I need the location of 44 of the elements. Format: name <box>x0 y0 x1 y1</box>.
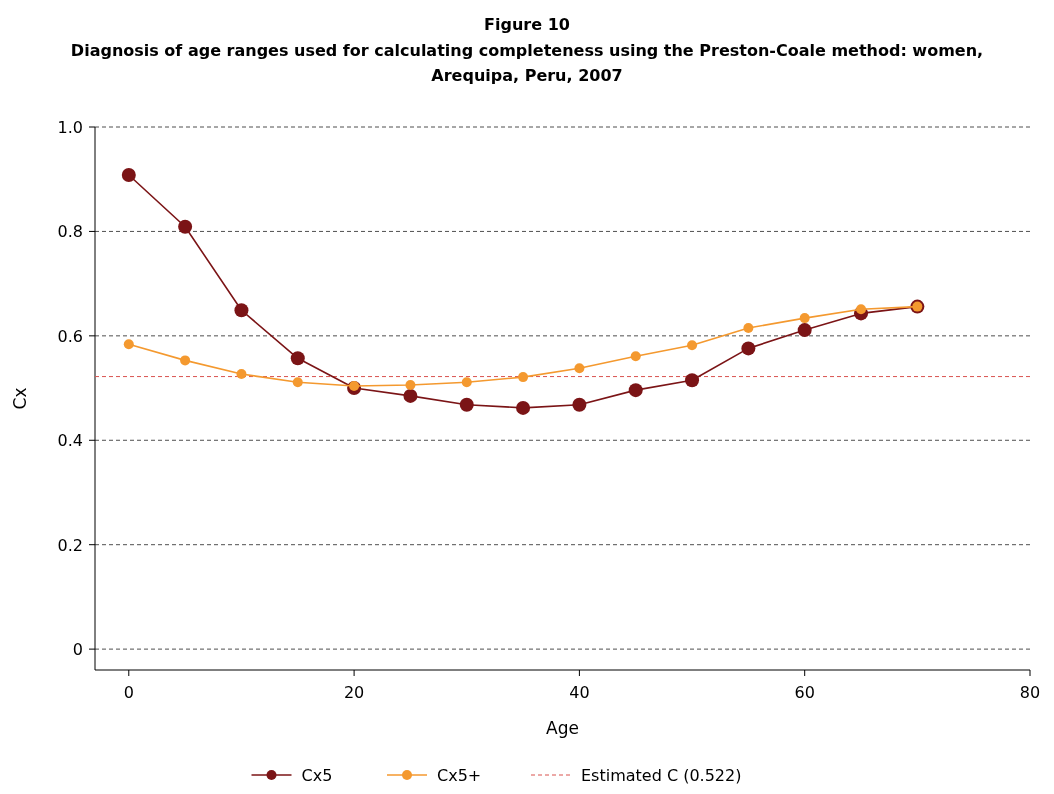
point <box>628 383 643 398</box>
point <box>687 340 698 351</box>
y-tick-label: 0.8 <box>57 222 83 242</box>
x-tick-label: 20 <box>343 683 365 702</box>
point <box>572 397 587 412</box>
point <box>405 379 416 390</box>
x-axis-title: Age <box>546 718 579 738</box>
point <box>518 372 529 383</box>
point <box>741 341 756 356</box>
point <box>574 363 585 374</box>
y-axis-title: Cx <box>10 387 30 410</box>
x-tick-label: 60 <box>794 683 815 702</box>
y-tick-label: 1.0 <box>57 118 83 137</box>
chart-title: Figure 10 <box>484 15 570 34</box>
chart-subtitle: Diagnosis of age ranges used for calculating completeness using the Preston-Coale method: women, Arequipa, Peru, 2007 <box>70 41 984 85</box>
point <box>123 339 134 350</box>
y-tick-label: 0.4 <box>57 431 83 451</box>
point <box>178 219 193 234</box>
x-tick-label: 80 <box>1019 683 1041 702</box>
point <box>403 388 418 403</box>
point <box>349 380 360 391</box>
point <box>685 373 700 388</box>
legend-label: Estimated C (0.522) <box>581 766 742 785</box>
point <box>516 400 531 415</box>
x-tick-label: 40 <box>569 683 590 702</box>
point <box>459 397 474 412</box>
x-tick-label: 0 <box>123 683 134 702</box>
point <box>743 323 754 334</box>
point <box>630 351 641 362</box>
point <box>121 168 136 183</box>
point <box>797 323 812 338</box>
point <box>799 313 810 324</box>
point <box>236 368 247 379</box>
y-tick-label: 0.6 <box>57 326 83 346</box>
y-tick-label: 0.2 <box>57 535 83 555</box>
point <box>234 303 249 318</box>
y-tick-label: 0 <box>72 640 83 660</box>
legend-label: Cx5 <box>301 766 333 785</box>
point <box>856 304 867 315</box>
point <box>461 377 472 388</box>
legend-label: Cx5+ <box>437 766 482 785</box>
point <box>180 355 191 366</box>
point <box>290 351 305 366</box>
point <box>292 377 303 388</box>
